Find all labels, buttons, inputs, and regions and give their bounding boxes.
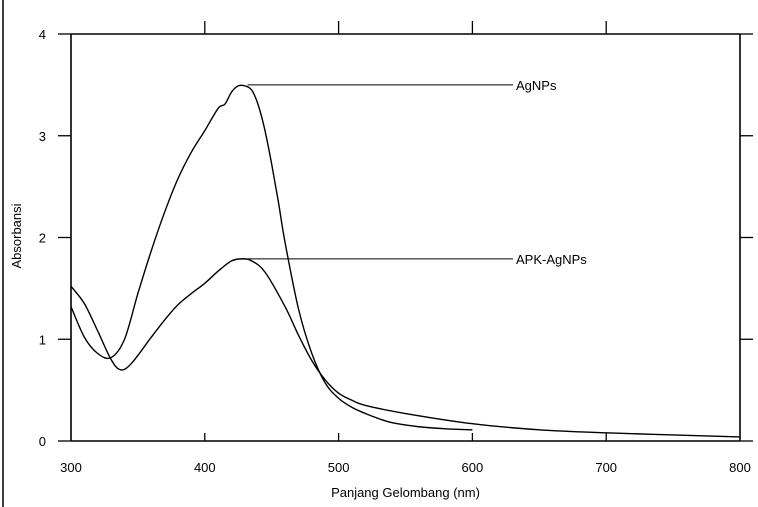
y-axis-title: Absorbansi: [9, 203, 24, 268]
y-tick-label: 1: [39, 332, 46, 347]
x-tick-label: 400: [194, 460, 216, 475]
y-tick-label: 0: [39, 434, 46, 449]
y-tick-label: 3: [39, 129, 46, 144]
x-tick-label: 500: [328, 460, 350, 475]
series-label: APK-AgNPs: [516, 252, 587, 267]
x-axis-title: Panjang Gelombang (nm): [331, 485, 480, 500]
series-lines: [70, 84, 741, 438]
y-tick-label: 2: [39, 231, 46, 246]
series-line-2: [70, 258, 741, 438]
x-tick-label: 600: [462, 460, 484, 475]
series-labels: AgNPs APK-AgNPs: [240, 78, 587, 267]
series-line-1: [70, 84, 473, 431]
ticks: 300 400 500 600 700 800 0 1 2 3 4: [39, 21, 753, 475]
x-tick-label: 300: [60, 460, 82, 475]
x-tick-label: 700: [595, 460, 617, 475]
series-label: AgNPs: [516, 78, 557, 93]
y-tick-label: 4: [39, 27, 46, 42]
x-tick-label: 800: [729, 460, 751, 475]
